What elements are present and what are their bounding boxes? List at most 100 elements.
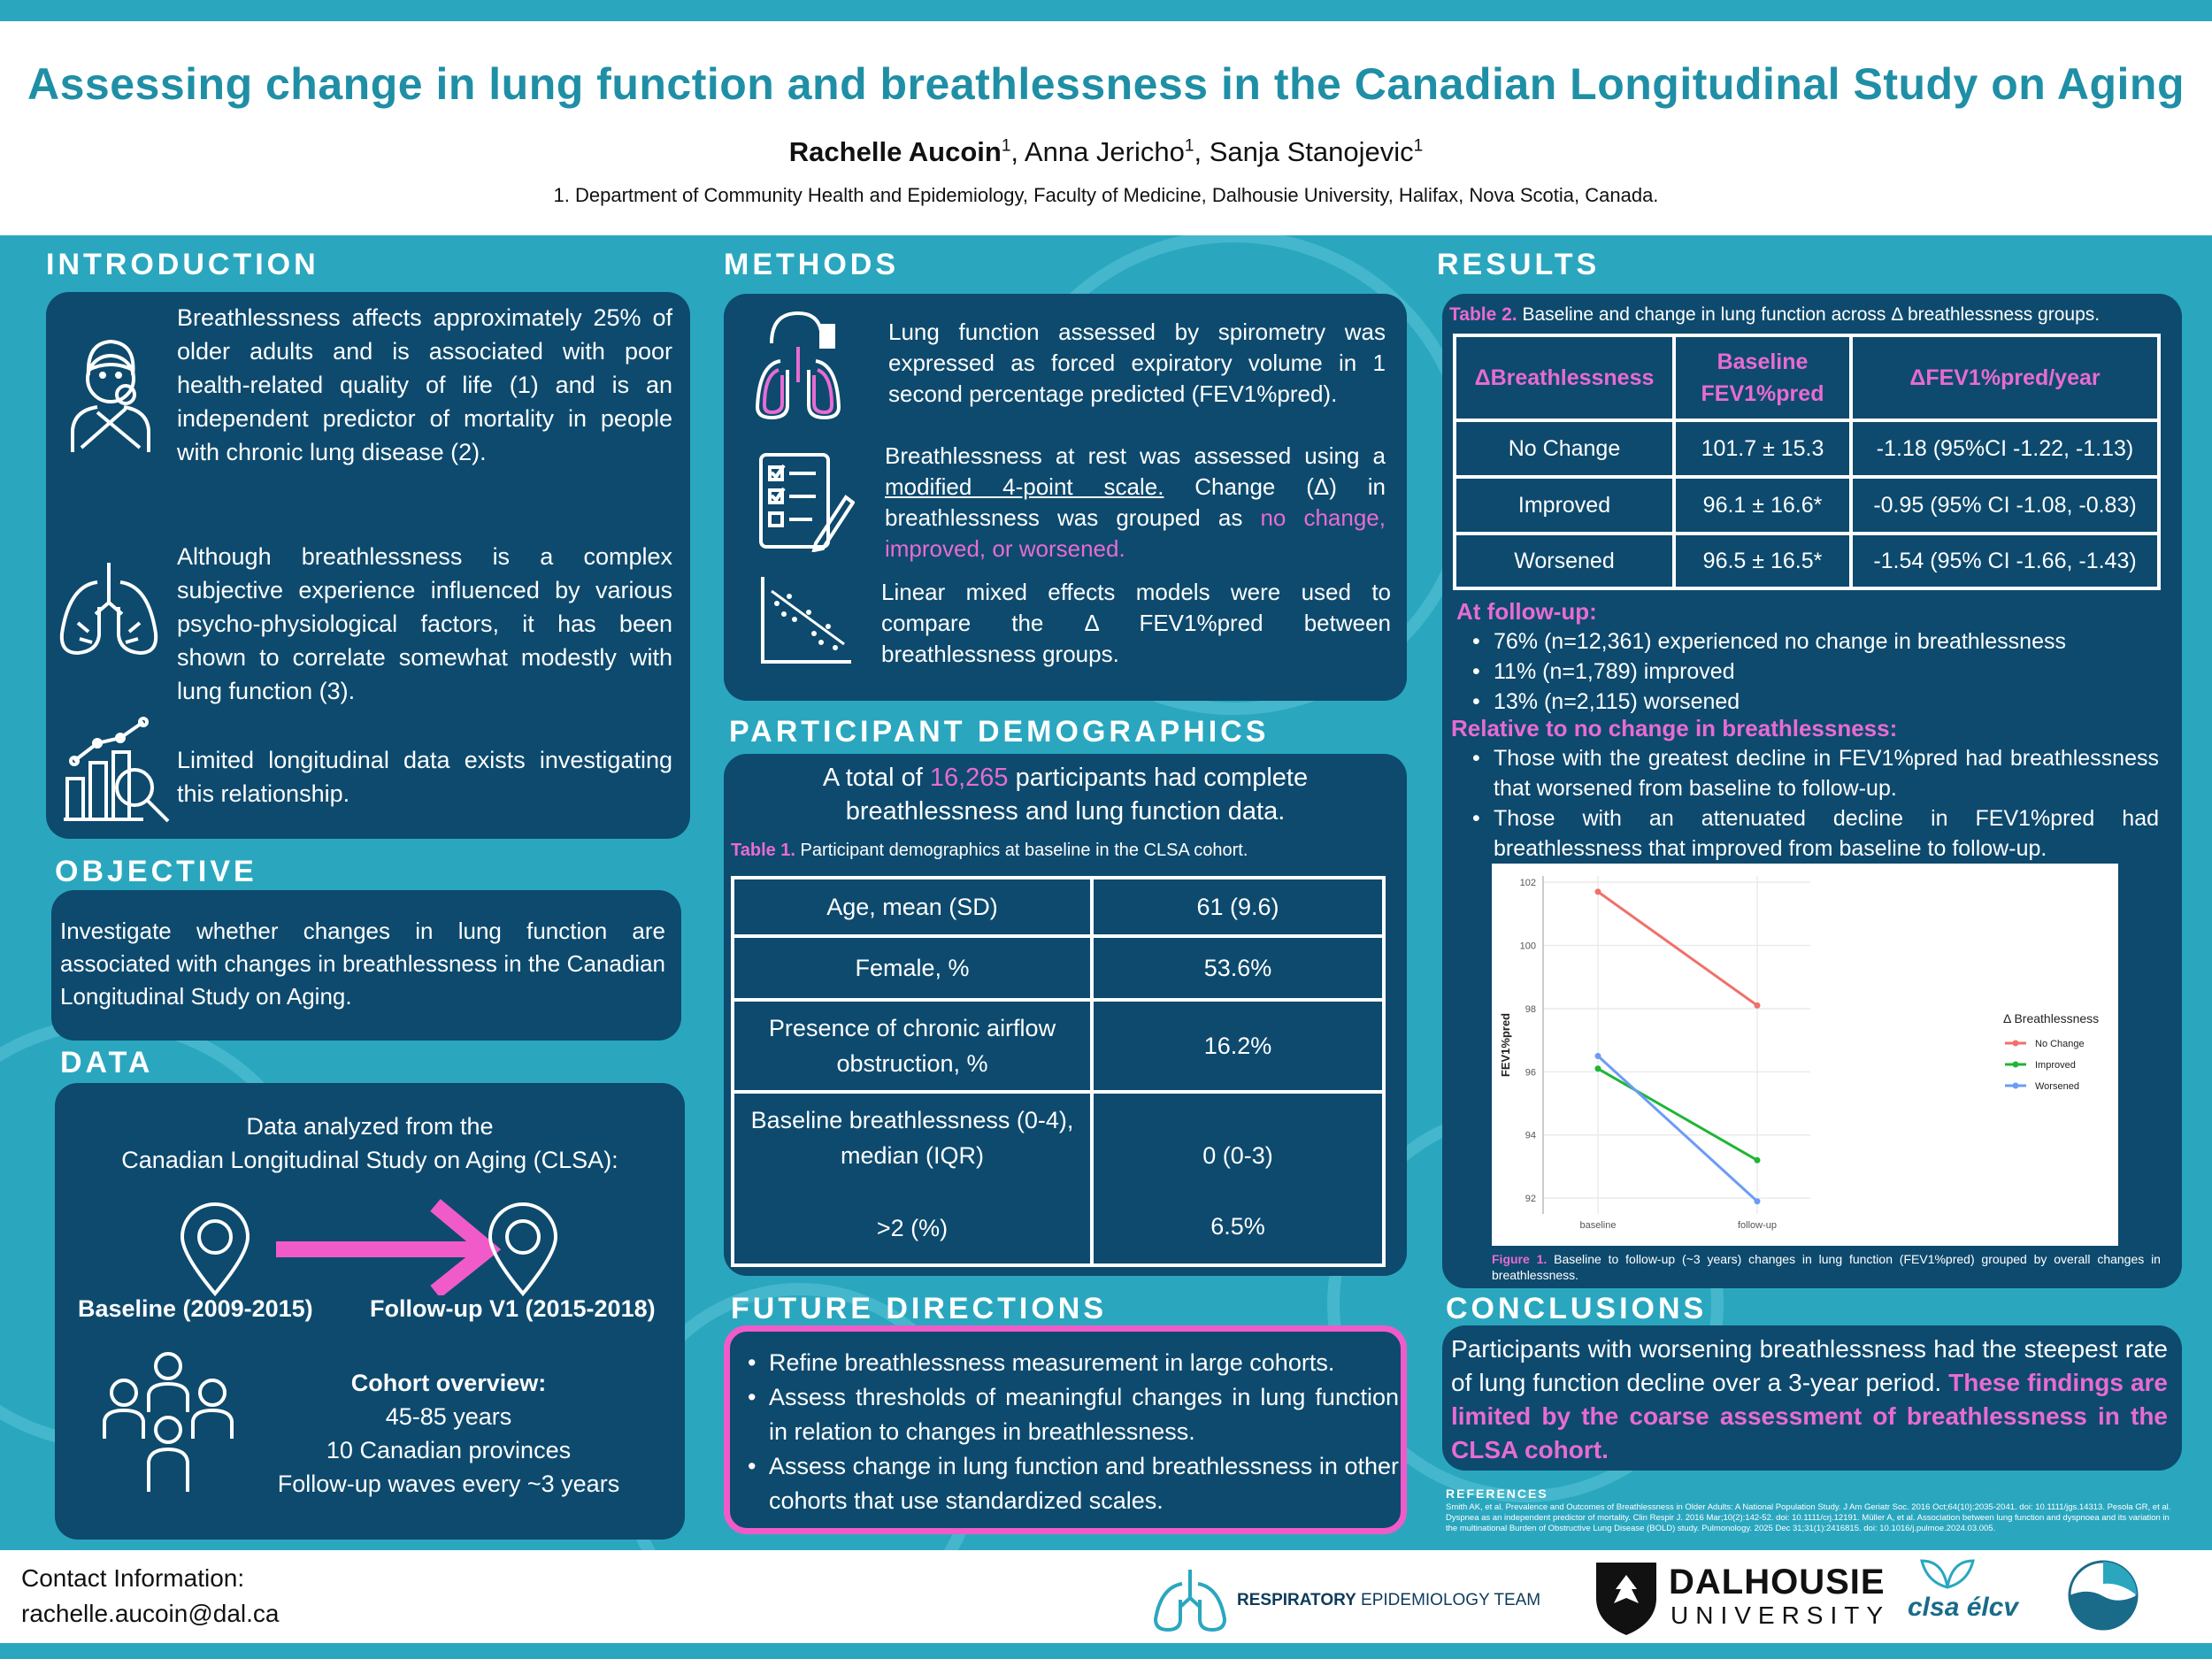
- y-axis-label: FEV1%pred: [1499, 1013, 1512, 1077]
- table-cell: Improved: [1453, 475, 1676, 535]
- table-cell-value: 16.2%: [1090, 998, 1386, 1094]
- author-1-sup: 1: [1001, 136, 1011, 156]
- methods-breathlessness-text: Breathlessness at rest was assessed usin…: [885, 441, 1386, 565]
- table-cell: No Change: [1453, 419, 1676, 479]
- table-2-caption: Table 2. Baseline and change in lung fun…: [1449, 304, 2100, 326]
- introduction-panel: Breathlessness affects approximately 25%…: [46, 292, 690, 839]
- followup-label: Follow-up V1 (2015-2018): [370, 1295, 656, 1322]
- cohort-waves: Follow-up waves every ~3 years: [277, 1471, 620, 1497]
- conclusions-limitation: These findings are limited by the coarse…: [1451, 1369, 2168, 1463]
- series-line: [1597, 1067, 1758, 1162]
- table-cell-label: Presence of chronic airflow obstruction,…: [731, 998, 1094, 1094]
- table-1-label: Table 1.: [731, 841, 795, 860]
- lungs-icon: [59, 563, 158, 656]
- legend-swatch-point: [2012, 1040, 2019, 1047]
- legend-entry: No Change: [2035, 1039, 2085, 1049]
- author-2-sup: 1: [1184, 136, 1194, 156]
- series-line: [1597, 890, 1758, 1007]
- contact-title: Contact Information:: [21, 1564, 245, 1592]
- x-tick-label: baseline: [1580, 1220, 1617, 1231]
- data-description: Data analyzed from the Canadian Longitud…: [55, 1110, 685, 1177]
- spirometer-icon: [755, 311, 841, 420]
- data-search-icon: [64, 717, 170, 823]
- methods-m2b: Change (Δ) in breathlessness was grouped…: [885, 473, 1386, 531]
- gt2-value: 6.5%: [1210, 1213, 1265, 1240]
- table-cell-value: 61 (9.6): [1090, 876, 1386, 938]
- figure-1-chart: 92 94 96 98 100 102 baseline follow-up FEV1%pred…: [1492, 864, 2118, 1246]
- y-tick-label: 92: [1525, 1194, 1536, 1204]
- total-b: participants had complete breathlessness…: [845, 764, 1309, 826]
- introduction-paragraph-2: Although breathlessness is a complex sub…: [177, 543, 672, 704]
- conclusions-panel: Participants with worsening breathlessne…: [1442, 1325, 2182, 1471]
- clsa-butterfly-icon: [1920, 1559, 1975, 1589]
- cohort-provinces: 10 Canadian provinces: [326, 1437, 572, 1463]
- cohort-title: Cohort overview:: [350, 1370, 547, 1396]
- table-cell-value: 0 (0-3) 6.5%: [1090, 1090, 1386, 1267]
- poster-footer: Contact Information: rachelle.aucoin@dal…: [0, 1550, 2212, 1643]
- ret-b: EPIDEMIOLOGY TEAM: [1356, 1591, 1541, 1609]
- dalhousie-university: UNIVERSITY: [1671, 1601, 1891, 1629]
- list-item: 76% (n=12,361) experienced no change in …: [1472, 626, 2162, 657]
- total-participants: 16,265: [929, 764, 1009, 792]
- ret-a: RESPIRATORY: [1237, 1591, 1356, 1609]
- figure-1-caption: Figure 1. Baseline to follow-up (~3 year…: [1492, 1251, 2161, 1283]
- list-item: Assess change in lung function and breat…: [748, 1449, 1399, 1518]
- clsa-logo-text: clsa élcv: [1908, 1593, 2019, 1622]
- results-table: ΔBreathlessness Baseline FEV1%pred ΔFEV1…: [1453, 334, 2161, 590]
- poster-title: Assessing change in lung function and br…: [27, 59, 2185, 109]
- table-header-cell: Baseline FEV1%pred: [1672, 334, 1853, 422]
- table-cell: 96.5 ± 16.5*: [1672, 532, 1853, 590]
- data-point: [1754, 1156, 1761, 1164]
- contact-email[interactable]: rachelle.aucoin@dal.ca: [21, 1600, 280, 1627]
- contact-info: Contact Information: rachelle.aucoin@dal…: [21, 1561, 279, 1632]
- demographics-total: A total of 16,265 participants had compl…: [759, 761, 1371, 828]
- table-row: No Change 101.7 ± 15.3 -1.18 (95%CI -1.22,…: [1453, 419, 2161, 479]
- methods-models-text: Linear mixed effects models were used to…: [881, 579, 1391, 667]
- poster-header: Assessing change in lung function and br…: [0, 21, 2212, 235]
- data-point: [1594, 888, 1601, 895]
- list-item: Those with the greatest decline in FEV1%…: [1472, 743, 2159, 803]
- methods-scale-link: modified 4-point scale.: [885, 473, 1164, 500]
- location-pin-icon: [180, 1202, 250, 1297]
- arrow-right-icon: [276, 1199, 502, 1295]
- objective-title: OBJECTIVE: [55, 855, 257, 888]
- objective-text: Investigate whether changes in lung func…: [60, 918, 665, 1010]
- line-chart: 92 94 96 98 100 102 baseline follow-up FEV1%pred…: [1499, 876, 2099, 1231]
- table-header-row: ΔBreathlessness Baseline FEV1%pred ΔFEV1…: [1453, 334, 2161, 422]
- table-cell: -1.18 (95%CI -1.22, -1.13): [1849, 419, 2161, 479]
- future-directions-list: Refine breathlessness measurement in lar…: [748, 1346, 1399, 1518]
- objective-panel: Investigate whether changes in lung func…: [51, 890, 681, 1041]
- references-title: REFERENCES: [1446, 1486, 1548, 1501]
- author-3-sup: 1: [1413, 136, 1424, 156]
- relative-title: Relative to no change in breathlessness:: [1451, 715, 1898, 741]
- demographics-table: Age, mean (SD) 61 (9.6) Female, % 53.6% Pr…: [731, 876, 1386, 1267]
- dalhousie-name: DALHOUSIE: [1669, 1563, 1886, 1601]
- y-tick-label: 98: [1525, 1004, 1536, 1015]
- table-cell: Worsened: [1453, 532, 1676, 590]
- people-group-icon: [103, 1352, 234, 1492]
- methods-m2a: Breathlessness at rest was assessed usin…: [885, 442, 1386, 469]
- y-tick-label: 102: [1520, 878, 1536, 888]
- author-2: Anna Jericho: [1024, 136, 1185, 167]
- figure-1-label: Figure 1.: [1492, 1252, 1548, 1266]
- author-list: Rachelle Aucoin1, Anna Jericho1, Sanja S…: [788, 136, 1424, 167]
- respiratory-team-logo-icon: [1153, 1570, 1227, 1632]
- respiratory-team-name: RESPIRATORY EPIDEMIOLOGY TEAM: [1237, 1591, 1540, 1610]
- gt2-label: >2 (%): [876, 1215, 949, 1241]
- table-cell: 101.7 ± 15.3: [1672, 419, 1853, 479]
- legend-swatch-point: [2012, 1082, 2019, 1089]
- legend-swatch-point: [2012, 1061, 2019, 1068]
- table-cell: -1.54 (95% CI -1.66, -1.43): [1849, 532, 2161, 590]
- conclusions-title: CONCLUSIONS: [1446, 1292, 1708, 1325]
- legend-entry: Improved: [2035, 1060, 2076, 1071]
- table-cell-label: Female, %: [731, 934, 1094, 1002]
- breathlessness-label: Baseline breathlessness (0-4), median (I…: [750, 1107, 1074, 1169]
- scatter-plot-icon: [761, 577, 851, 664]
- followup-title: At follow-up:: [1456, 598, 1597, 625]
- table-row: Baseline breathlessness (0-4), median (I…: [731, 1090, 1386, 1267]
- y-tick-label: 100: [1520, 941, 1536, 952]
- data-line-2: Canadian Longitudinal Study on Aging (CL…: [121, 1147, 618, 1173]
- series-line: [1596, 1055, 1759, 1202]
- methods-groups: no change, improved, or worsened.: [885, 504, 1386, 562]
- conclusions-text: Participants with worsening breathlessne…: [1451, 1333, 2168, 1467]
